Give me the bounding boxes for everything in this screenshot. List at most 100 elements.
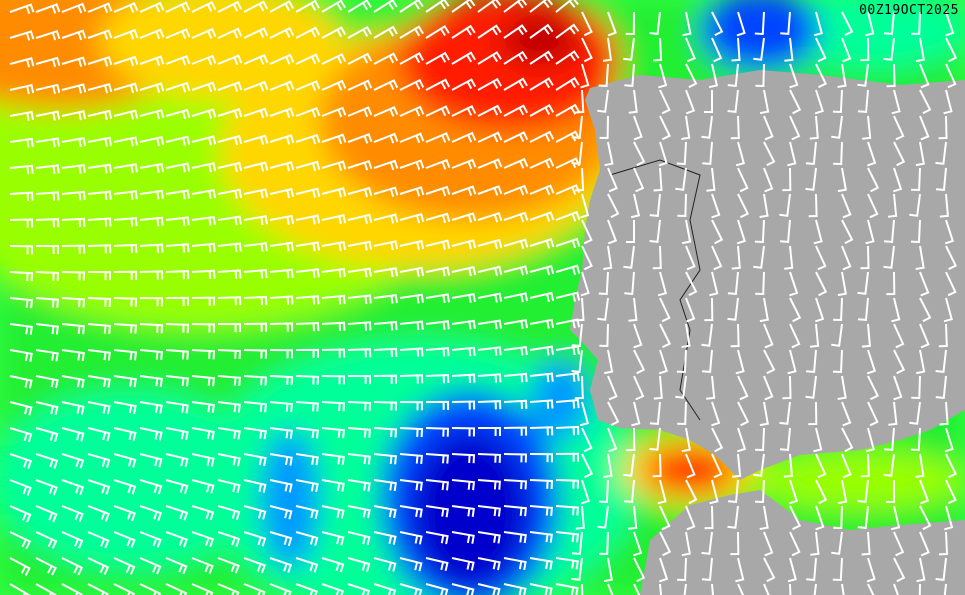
wind-barb xyxy=(9,3,35,15)
wind-barb xyxy=(626,220,635,243)
wind-barb xyxy=(893,557,906,583)
wind-barb xyxy=(832,349,843,374)
wind-barb xyxy=(706,167,716,192)
wind-barb xyxy=(865,219,875,245)
wind-barb xyxy=(649,401,661,425)
wind-barb xyxy=(659,115,671,141)
wind-barb xyxy=(35,271,60,281)
wind-barb xyxy=(685,63,698,89)
wind-barb xyxy=(269,0,294,13)
wind-barb xyxy=(681,427,691,453)
wind-barb xyxy=(35,83,61,94)
wind-barb xyxy=(373,0,398,13)
wind-barb xyxy=(295,505,319,520)
wind-barb xyxy=(9,505,32,523)
wind-barb xyxy=(944,505,954,531)
wind-barb xyxy=(113,479,137,495)
wind-barb xyxy=(139,583,162,595)
wind-barb xyxy=(893,349,906,375)
wind-barb xyxy=(763,141,776,167)
wind-barb xyxy=(61,110,87,121)
wind-barb xyxy=(165,557,188,575)
wind-barb xyxy=(347,133,373,144)
wind-barb xyxy=(373,531,397,545)
wind-barb xyxy=(321,53,347,65)
wind-barb xyxy=(321,214,347,225)
wind-barb xyxy=(295,214,321,225)
wind-barb xyxy=(269,479,293,493)
wind-barb xyxy=(607,11,617,37)
wind-barb xyxy=(607,193,620,219)
wind-barb xyxy=(87,479,111,495)
wind-barb xyxy=(555,237,581,249)
wind-barb xyxy=(243,375,268,386)
wind-barb xyxy=(763,167,774,193)
wind-barb xyxy=(347,348,372,358)
wind-barb xyxy=(61,375,85,388)
wind-barb xyxy=(425,505,449,518)
wind-barb xyxy=(945,479,957,505)
wind-barb xyxy=(867,141,877,167)
wind-barb xyxy=(9,137,34,148)
wind-barb xyxy=(9,110,34,121)
wind-barb xyxy=(675,167,687,191)
wind-barb xyxy=(787,141,797,167)
wind-barb xyxy=(477,557,501,571)
wind-barb xyxy=(139,531,162,548)
wind-barb xyxy=(555,399,580,409)
wind-barb xyxy=(87,244,112,254)
wind-barb xyxy=(321,583,345,595)
wind-barb xyxy=(191,375,215,387)
wind-barb xyxy=(571,349,583,374)
wind-barb xyxy=(763,531,774,557)
wind-barb xyxy=(347,505,371,519)
wind-barb xyxy=(87,427,111,442)
wind-barb xyxy=(243,242,268,252)
wind-barb xyxy=(113,28,139,40)
wind-barb xyxy=(945,63,957,89)
wind-barb xyxy=(399,531,423,545)
wind-barb xyxy=(295,531,319,546)
wind-barb xyxy=(321,321,346,331)
wind-barb xyxy=(477,104,503,117)
wind-barb xyxy=(841,245,852,271)
wind-barb xyxy=(451,51,476,65)
wind-barb xyxy=(243,27,269,39)
wind-barb xyxy=(373,347,398,358)
wind-barb xyxy=(165,135,191,146)
wind-barb xyxy=(87,217,112,227)
wind-barb xyxy=(113,82,139,94)
wind-barb xyxy=(139,427,163,441)
wind-barb xyxy=(269,161,295,172)
wind-barb xyxy=(321,0,346,13)
wind-barb xyxy=(652,245,662,270)
wind-barb xyxy=(373,401,398,411)
wind-barb xyxy=(87,29,113,40)
wind-barb xyxy=(555,157,581,169)
wind-barb xyxy=(893,323,905,349)
wind-barb xyxy=(652,453,662,478)
wind-barb xyxy=(657,479,667,505)
wind-barb xyxy=(711,427,724,453)
wind-barb xyxy=(814,89,824,115)
wind-barb xyxy=(269,107,295,118)
wind-barb xyxy=(911,167,921,192)
wind-barb xyxy=(837,167,847,193)
wind-barb xyxy=(61,163,86,174)
wind-barb xyxy=(399,105,425,117)
wind-barb xyxy=(529,50,554,65)
wind-barb xyxy=(915,245,925,270)
wind-barb xyxy=(217,161,243,173)
wind-barb xyxy=(831,531,843,555)
wind-barb xyxy=(217,108,243,119)
wind-barb xyxy=(321,401,346,412)
wind-barb xyxy=(165,108,191,120)
wind-barb xyxy=(624,271,635,295)
wind-barb xyxy=(9,427,33,443)
wind-barb xyxy=(373,374,398,384)
wind-barb xyxy=(399,320,424,331)
wind-barb xyxy=(919,323,930,349)
wind-barb xyxy=(732,453,742,478)
wind-barb xyxy=(580,479,590,505)
wind-barb xyxy=(477,453,502,463)
